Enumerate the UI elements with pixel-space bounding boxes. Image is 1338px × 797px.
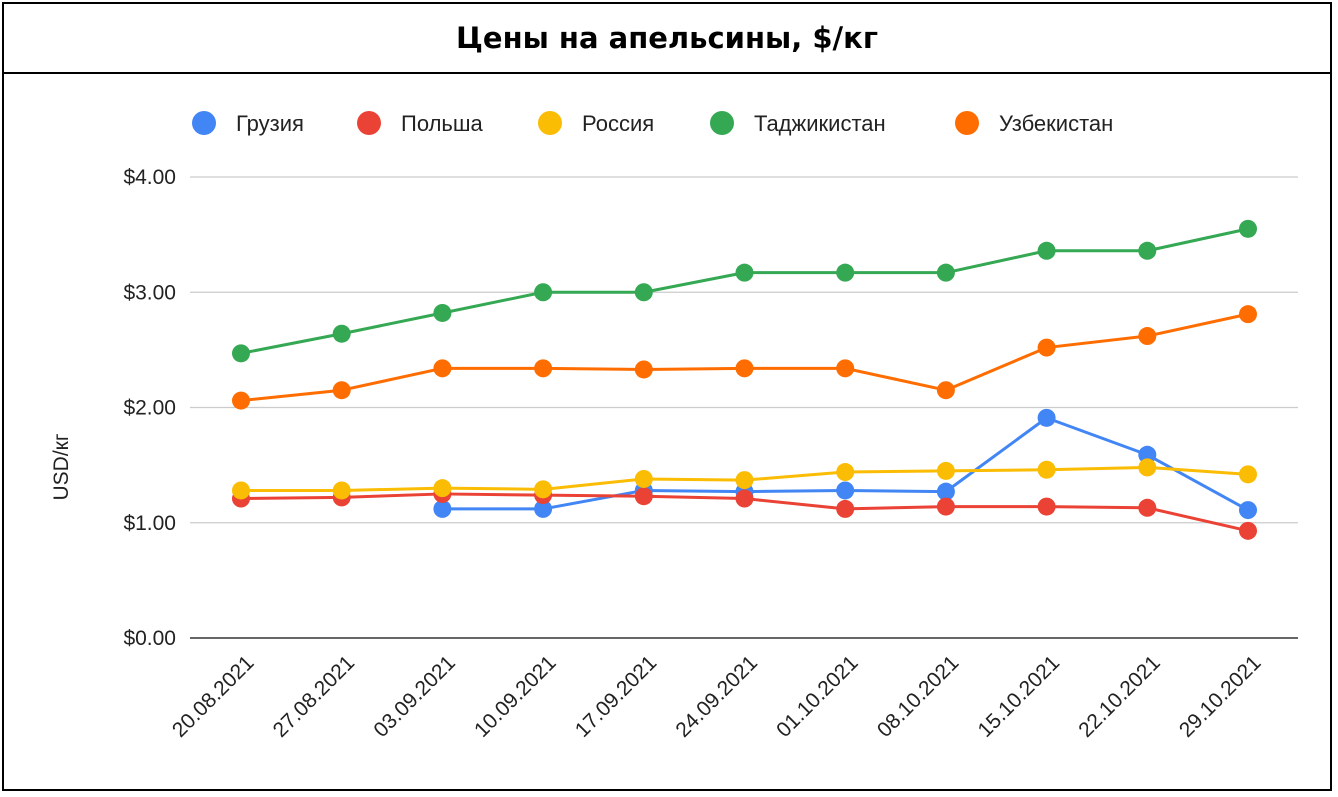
data-point[interactable] [534,480,553,499]
data-point[interactable] [1138,327,1157,346]
legend-marker [710,111,734,135]
data-point[interactable] [836,263,855,282]
chart-title: Цены на апельсины, $/кг [456,21,878,55]
series-1 [232,484,1257,540]
legend-item[interactable]: Польша [357,111,484,136]
legend-item[interactable]: Узбекистан [955,111,1113,136]
grid-lines [190,176,1298,639]
x-tick-label: 10.09.2021 [470,651,561,742]
data-point[interactable] [232,481,250,500]
series-4 [232,305,1257,410]
data-point[interactable] [936,381,955,400]
data-point[interactable] [1037,338,1056,357]
data-point[interactable] [332,481,351,500]
x-axis: 20.08.2021 27.08.2021 03.09.2021 10.09.2021… [168,651,1266,742]
data-point[interactable] [735,471,754,490]
data-point[interactable] [634,283,653,302]
data-point[interactable] [433,303,452,322]
x-tick-label: 29.10.2021 [1175,651,1266,742]
data-point[interactable] [936,497,955,516]
data-point[interactable] [433,479,452,498]
x-tick-label: 17.09.2021 [571,651,662,742]
y-axis-label: USD/кг [50,433,73,500]
series-line [240,312,1249,403]
data-point[interactable] [534,499,553,518]
data-point[interactable] [1037,241,1056,260]
x-tick-label: 01.10.2021 [772,651,863,742]
data-point[interactable] [332,324,351,343]
title-bar: Цены на апельсины, $/кг [4,4,1330,74]
data-point[interactable] [1037,497,1056,516]
x-tick-label: 27.08.2021 [269,651,360,742]
data-point[interactable] [1239,521,1257,540]
data-point[interactable] [634,487,653,506]
y-axis: $0.00 $1.00 $2.00 $3.00 $4.00 [123,166,176,650]
data-point[interactable] [433,499,452,518]
data-point[interactable] [1138,498,1157,517]
series-lines [232,219,1257,540]
data-point[interactable] [735,489,754,508]
data-point[interactable] [634,360,653,379]
legend-label: Таджикистан [754,111,886,136]
legend: Грузия Польша Россия Таджикистан Узбекистан [192,111,1113,136]
data-point[interactable] [1138,445,1157,464]
legend-item[interactable]: Россия [538,111,654,136]
data-point[interactable] [1138,241,1157,260]
data-point[interactable] [836,463,855,482]
x-tick-label: 08.10.2021 [873,651,964,742]
data-point[interactable] [332,381,351,400]
data-point[interactable] [1239,501,1257,520]
data-point[interactable] [735,359,754,378]
legend-marker [538,111,562,135]
series-3 [232,219,1257,363]
data-point[interactable] [936,461,955,480]
data-point[interactable] [1037,460,1056,479]
data-point[interactable] [634,469,653,488]
legend-label: Польша [401,111,484,136]
series-2 [232,458,1257,500]
data-point[interactable] [836,481,855,500]
legend-item[interactable]: Грузия [192,111,304,136]
y-tick-label: $3.00 [123,281,176,304]
x-tick-label: 24.09.2021 [671,651,762,742]
data-point[interactable] [232,344,250,363]
y-tick-label: $1.00 [123,512,176,535]
data-point[interactable] [836,359,855,378]
y-tick-label: $0.00 [123,627,176,650]
data-point[interactable] [534,359,553,378]
data-point[interactable] [1037,408,1056,427]
series-line [240,227,1249,355]
data-point[interactable] [232,391,250,410]
data-point[interactable] [735,263,754,282]
data-point[interactable] [936,263,955,282]
data-point[interactable] [433,359,452,378]
data-point[interactable] [534,283,553,302]
y-tick-label: $4.00 [123,166,176,189]
legend-marker [955,111,979,135]
legend-marker [357,111,381,135]
data-point[interactable] [1239,305,1257,324]
data-point[interactable] [1239,465,1257,484]
legend-label: Россия [582,111,654,136]
legend-item[interactable]: Таджикистан [710,111,886,136]
x-tick-label: 20.08.2021 [168,651,259,742]
data-point[interactable] [836,499,855,518]
data-point[interactable] [1239,219,1257,238]
data-point[interactable] [1138,458,1157,477]
legend-label: Узбекистан [999,111,1113,136]
data-point[interactable] [936,482,955,501]
legend-label: Грузия [236,111,304,136]
x-tick-label: 15.10.2021 [974,651,1065,742]
legend-marker [192,111,216,135]
x-tick-label: 22.10.2021 [1074,651,1165,742]
y-tick-label: $2.00 [123,397,176,420]
x-tick-label: 03.09.2021 [369,651,460,742]
